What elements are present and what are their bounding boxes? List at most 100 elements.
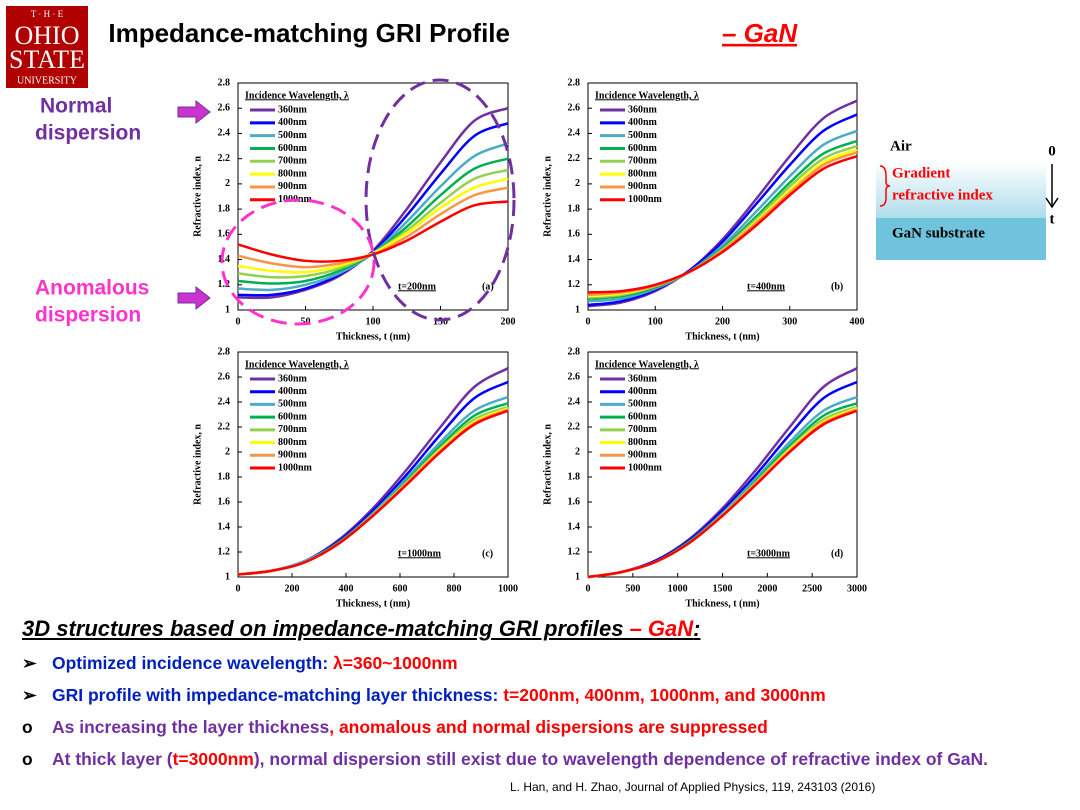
x-tick-label: 800	[447, 583, 462, 594]
text-segment: GRI profile with impedance-matching laye…	[52, 685, 504, 705]
y-tick-label: 2.2	[218, 421, 231, 432]
y-tick-label: 2.4	[568, 396, 581, 407]
legend-label: 900nm	[278, 450, 308, 461]
legend-label: 400nm	[628, 386, 658, 397]
bullet: o At thick layer (t=3000nm), normal dispe…	[22, 748, 1072, 770]
y-tick-label: 2	[575, 446, 580, 457]
y-tick-label: 1.2	[218, 546, 231, 557]
legend-label: 600nm	[278, 143, 308, 154]
citation: L. Han, and H. Zhao, Journal of Applied …	[510, 780, 876, 794]
plot-frame	[237, 351, 509, 578]
legend-label: 360nm	[278, 373, 308, 384]
annotation: dispersion	[35, 122, 141, 145]
y-tick-label: 1.6	[568, 229, 581, 240]
legend-label: 700nm	[628, 156, 658, 167]
annotation: dispersion	[35, 304, 141, 327]
text-segment: t=3000nm	[172, 749, 254, 769]
logo-text: OHIO	[15, 21, 80, 50]
diagram-label: GaN substrate	[892, 225, 985, 241]
x-tick-label: 100	[366, 316, 381, 327]
text-segment: , anomalous and normal dispersions are s…	[329, 717, 768, 737]
y-tick-label: 1	[225, 571, 230, 582]
y-tick-label: 2.4	[218, 396, 231, 407]
legend-label: 400nm	[278, 117, 308, 128]
y-axis-label: Refractive index, n	[192, 156, 203, 237]
x-tick-label: 600	[393, 583, 408, 594]
y-tick-label: 1.6	[568, 496, 581, 507]
legend-label: 800nm	[278, 168, 308, 179]
legend-label: 500nm	[278, 130, 308, 141]
y-tick-label: 2.8	[568, 346, 581, 357]
diagram-label: Gradient	[892, 165, 950, 181]
y-axis-label: Refractive index, n	[542, 156, 553, 237]
bullet-list: ➢ Optimized incidence wavelength: λ=360~1…	[22, 652, 1072, 770]
x-tick-label: 500	[625, 583, 640, 594]
x-axis-label: Thickness, t (nm)	[336, 598, 410, 609]
depth-arrow	[1045, 197, 1059, 209]
x-tick-label: 1500	[713, 583, 733, 594]
legend-label: 800nm	[628, 437, 658, 448]
y-tick-label: 2.4	[568, 128, 581, 139]
legend-label: 700nm	[278, 156, 308, 167]
line-series	[587, 154, 858, 294]
x-tick-label: 400	[339, 583, 354, 594]
x-tick-label: 200	[285, 583, 300, 594]
y-tick-label: 2.6	[568, 103, 581, 114]
line-series	[237, 177, 509, 274]
bullet: o As increasing the layer thickness, anom…	[22, 716, 1072, 738]
x-tick-label: 3000	[847, 583, 867, 594]
legend-label: 600nm	[278, 411, 308, 422]
text-segment: λ=360~1000nm	[333, 653, 458, 673]
y-tick-label: 2.2	[218, 153, 231, 164]
y-axis-label: Refractive index, n	[542, 424, 553, 505]
bullet-marker: ➢	[22, 685, 37, 705]
x-tick-label: 2000	[757, 583, 777, 594]
panel-annotation: t=1000nm	[398, 548, 442, 559]
x-tick-label: 0	[236, 583, 241, 594]
text-segment: Optimized incidence wavelength:	[52, 653, 334, 673]
highlight-ellipse	[220, 198, 376, 326]
x-axis-label: Thickness, t (nm)	[685, 331, 759, 342]
line-series	[587, 409, 858, 579]
x-axis-label: Thickness, t (nm)	[336, 331, 410, 342]
legend-label: 900nm	[628, 450, 658, 461]
panel-annotation: t=200nm	[398, 281, 437, 292]
panel-label: (d)	[831, 548, 843, 559]
logo-text: T · H · E	[31, 9, 64, 19]
y-tick-label: 2.6	[568, 371, 581, 382]
x-tick-label: 50	[301, 316, 311, 327]
logo-text: UNIVERSITY	[17, 75, 77, 86]
y-tick-label: 1.8	[568, 203, 581, 214]
legend-label: 1000nm	[278, 462, 313, 473]
x-tick-label: 1000	[498, 583, 518, 594]
y-tick-label: 1	[225, 304, 230, 315]
y-tick-label: 1.2	[568, 279, 581, 290]
y-tick-label: 2.8	[218, 77, 231, 88]
x-tick-label: 0	[586, 583, 591, 594]
panel-label: (a)	[482, 281, 494, 292]
legend-label: 700nm	[628, 424, 658, 435]
bullet: ➢ Optimized incidence wavelength: λ=360~1…	[22, 652, 1072, 674]
legend-label: 360nm	[278, 104, 308, 115]
legend-title: Incidence Wavelength, λ	[595, 359, 699, 370]
bullet-text: As increasing the layer thickness, anoma…	[52, 716, 768, 738]
legend-label: 600nm	[628, 411, 658, 422]
diagram-label: refractive index	[892, 187, 993, 203]
legend-title: Incidence Wavelength, λ	[245, 90, 349, 101]
text-segment: As increasing the layer thickness	[52, 717, 330, 737]
bullet: ➢ GRI profile with impedance-matching lay…	[22, 684, 1072, 706]
legend-label: 900nm	[278, 181, 308, 192]
y-tick-label: 1	[575, 571, 580, 582]
bullet-text: GRI profile with impedance-matching laye…	[52, 684, 826, 706]
x-tick-label: 2500	[802, 583, 822, 594]
text-segment: :	[693, 616, 701, 641]
x-tick-label: 200	[501, 316, 516, 327]
text-segment: – GaN	[629, 616, 694, 641]
text-segment: t=200nm, 400nm, 1000nm, and 3000nm	[503, 685, 826, 705]
y-tick-label: 2	[225, 446, 230, 457]
x-tick-label: 1000	[668, 583, 688, 594]
y-tick-label: 1.4	[218, 254, 231, 265]
legend-label: 700nm	[278, 424, 308, 435]
x-tick-label: 150	[433, 316, 448, 327]
legend-label: 360nm	[628, 373, 658, 384]
